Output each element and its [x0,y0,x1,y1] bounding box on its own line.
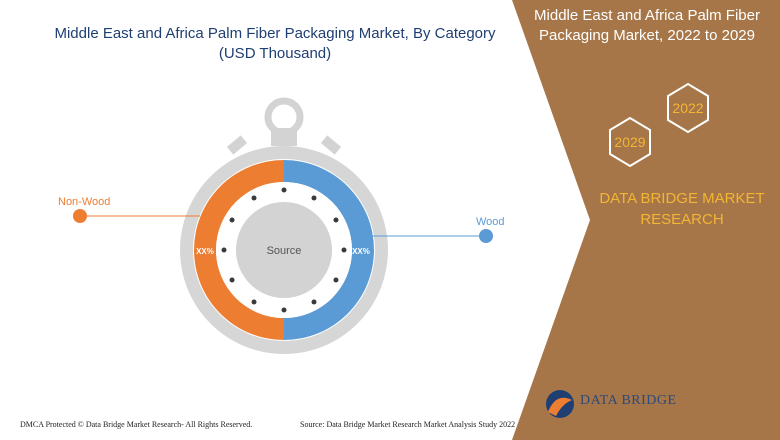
panel-title: Middle East and Africa Palm Fiber Packag… [534,7,760,44]
chart-title-text: Middle East and Africa Palm Fiber Packag… [54,25,496,42]
stopwatch-button-left [226,135,248,155]
dial-dot [229,277,235,283]
panel-background [512,0,780,440]
dial-dots [221,187,347,313]
logo-name: DATA BRIDGE [580,393,677,408]
dial-dot [221,247,227,253]
slice-wood [284,160,374,340]
dial-dot [311,299,317,305]
dial-dot [333,217,339,223]
hexagon-2022-icon [667,82,709,134]
dial-dot [251,299,257,305]
dial-dot [341,247,347,253]
slice-label-wood: XX% [352,247,370,256]
dial-dot [333,277,339,283]
center-disc [236,202,332,298]
dial-dot [281,307,287,313]
chart-subtitle: (USD Thousand) [218,45,332,62]
slice-nonwood [194,160,284,340]
stopwatch-button-right [320,135,342,155]
nonwood-marker [73,209,87,223]
legend-wood: Wood [476,216,505,228]
chart-title: Middle East and Africa Palm Fiber Packag… [20,24,530,64]
stopwatch-stem [271,128,297,146]
year-2029: 2029 [614,134,646,150]
dial-dot [311,195,317,201]
logo-icon [546,390,574,418]
hexagon-2029-icon [609,116,651,168]
dial-dot [281,187,287,193]
dial-dot [229,217,235,223]
year-2022: 2022 [672,100,704,116]
brand-text: DATA BRIDGE MARKET RESEARCH [599,190,765,228]
slice-label-nonwood: XX% [196,247,214,256]
wood-marker [479,229,493,243]
center-label: Source [267,245,302,257]
dial-dot [251,195,257,201]
legend-nonwood: Non-Wood [58,196,110,208]
footer-copyright: DMCA Protected © Data Bridge Market Rese… [20,420,253,429]
footer-source: Source: Data Bridge Market Research Mark… [300,420,516,429]
